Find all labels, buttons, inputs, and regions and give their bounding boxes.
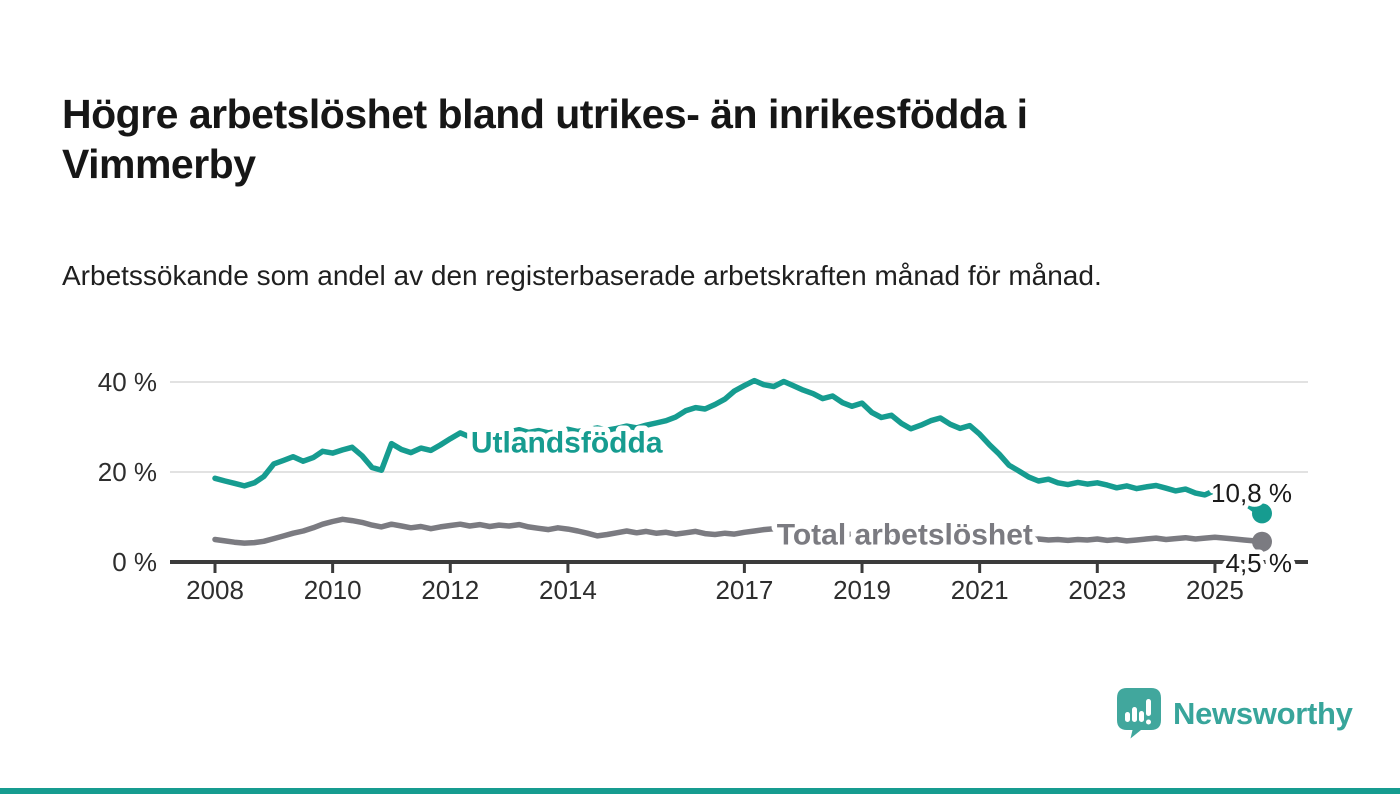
x-tick-label: 2014 [539, 575, 597, 605]
x-tick-label: 2017 [715, 575, 773, 605]
series-end-dot [1251, 503, 1272, 524]
y-tick-label: 40 % [98, 367, 157, 397]
x-tick-label: 2021 [951, 575, 1009, 605]
x-tick-label: 2012 [421, 575, 479, 605]
x-tick-label: 2025 [1186, 575, 1244, 605]
x-tick-label: 2019 [833, 575, 891, 605]
newsworthy-wordmark: Newsworthy [1173, 695, 1353, 731]
series-line-total-arbetsl-shet [212, 516, 1265, 546]
x-tick-label: 2010 [304, 575, 362, 605]
page-subtitle: Arbetssökande som andel av den registerb… [62, 260, 1102, 291]
chart-speech-bubble-icon [1117, 688, 1161, 739]
page-title: Högre arbetslöshet bland utrikes- än inr… [62, 91, 1028, 188]
series-inline-label: Utlandsfödda [471, 427, 663, 460]
y-tick-label: 0 % [112, 547, 157, 577]
x-tick-label: 2023 [1068, 575, 1126, 605]
series-end-value-label: 4,5 % [1226, 548, 1293, 578]
x-tick-label: 2008 [186, 575, 244, 605]
accent-bottom-bar [0, 788, 1400, 794]
series-line-utlandsf-dda [212, 377, 1265, 517]
series-inline-label: Total arbetslöshet [777, 518, 1033, 551]
series-end-dot [1251, 531, 1272, 552]
y-tick-label: 20 % [98, 457, 157, 487]
newsworthy-logo: Newsworthy [1117, 688, 1353, 739]
series-end-value-label: 10,8 % [1211, 478, 1292, 508]
